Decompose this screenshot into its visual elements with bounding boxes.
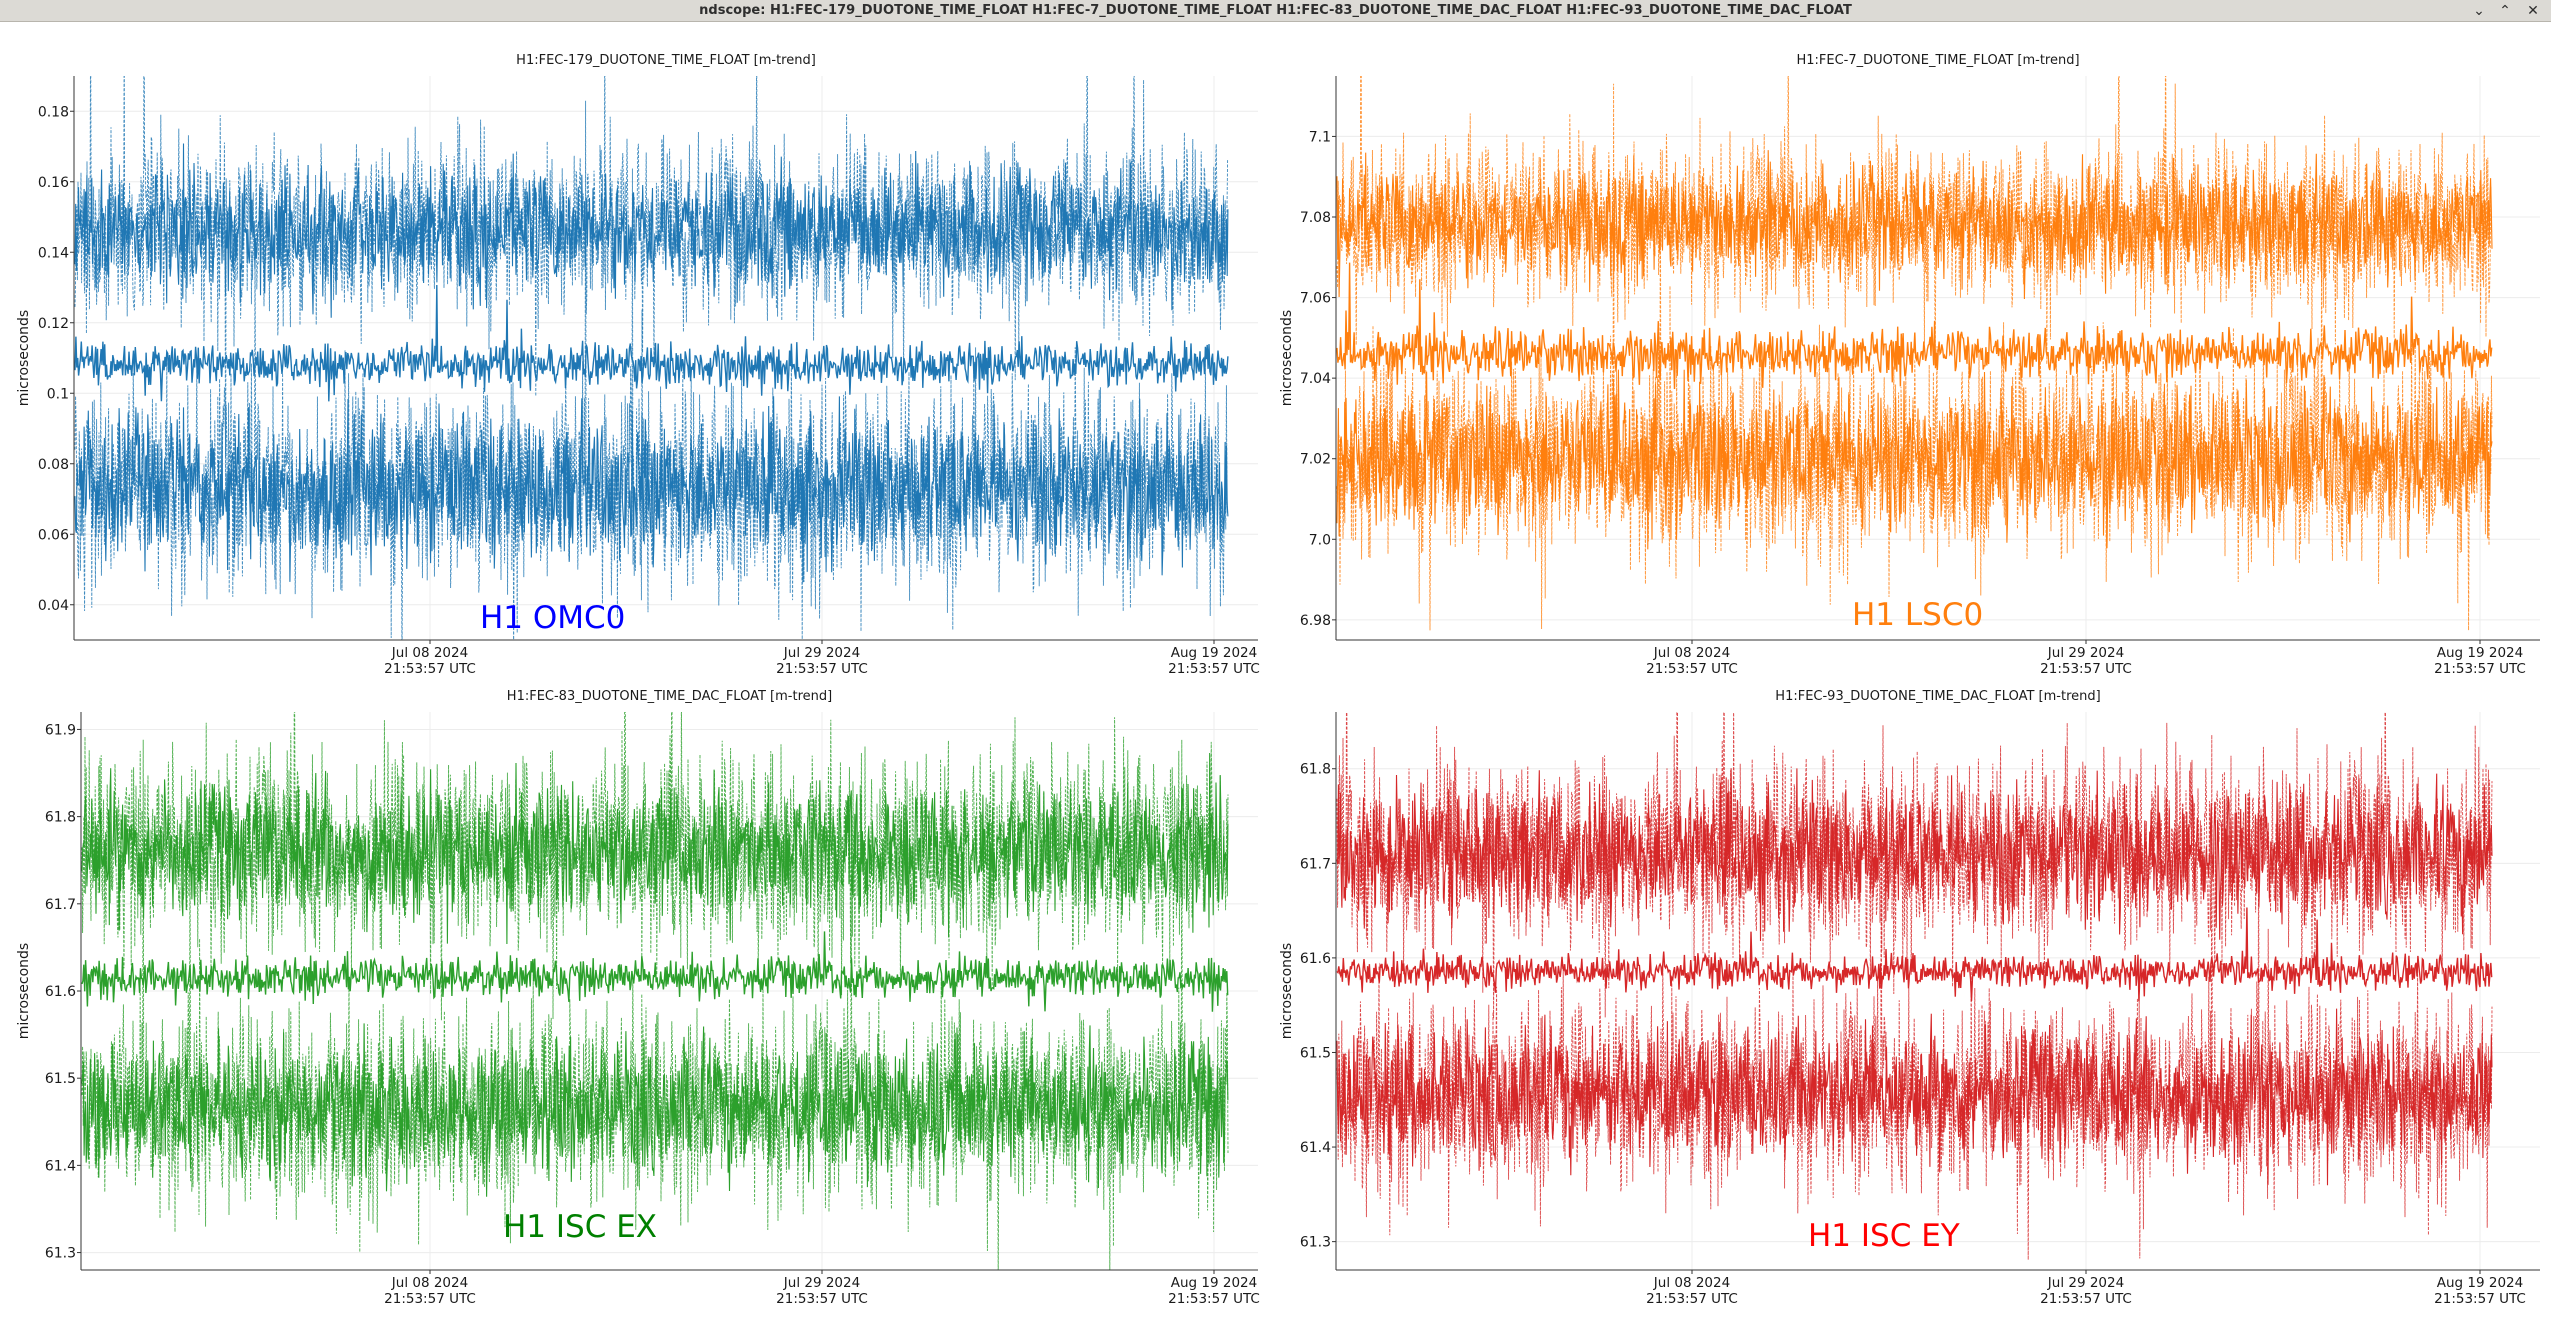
y-axis-label: microseconds bbox=[16, 943, 32, 1039]
series-mean bbox=[74, 284, 1229, 402]
series-max-core bbox=[74, 143, 1229, 318]
y-tick-label: 61.6 bbox=[1300, 951, 1331, 967]
x-tick-time: 21:53:57 UTC bbox=[1168, 661, 1260, 677]
y-tick-label: 0.06 bbox=[38, 527, 69, 543]
y-axis-label: microseconds bbox=[16, 310, 32, 406]
window-title: ndscope: H1:FEC-179_DUOTONE_TIME_FLOAT H… bbox=[699, 3, 1852, 18]
channel-annotation: H1 OMC0 bbox=[480, 600, 625, 636]
y-tick-label: 61.8 bbox=[45, 810, 76, 826]
y-tick-label: 0.16 bbox=[38, 175, 69, 191]
chart-panel-3[interactable]: H1:FEC-83_DUOTONE_TIME_DAC_FLOAT [m-tren… bbox=[16, 483, 1260, 1307]
channel-annotation: H1 LSC0 bbox=[1852, 597, 1983, 633]
y-tick-label: 0.04 bbox=[38, 598, 69, 614]
y-tick-label: 61.5 bbox=[45, 1071, 76, 1087]
x-tick-date: Jul 08 2024 bbox=[391, 645, 468, 661]
x-tick-time: 21:53:57 UTC bbox=[1646, 661, 1738, 677]
y-tick-label: 61.7 bbox=[1300, 856, 1331, 872]
y-tick-label: 7.1 bbox=[1309, 129, 1331, 145]
y-tick-label: 0.18 bbox=[38, 104, 69, 120]
chart-title: H1:FEC-179_DUOTONE_TIME_FLOAT [m-trend] bbox=[516, 53, 816, 68]
x-tick-time: 21:53:57 UTC bbox=[2040, 661, 2132, 677]
y-tick-label: 7.02 bbox=[1300, 452, 1331, 468]
series-max-core bbox=[1336, 150, 2493, 300]
series-min-core bbox=[81, 1023, 1229, 1197]
y-tick-label: 61.7 bbox=[45, 897, 76, 913]
x-tick-time: 21:53:57 UTC bbox=[1646, 1291, 1738, 1307]
x-tick-date: Jul 08 2024 bbox=[1653, 1275, 1730, 1291]
chart-title: H1:FEC-93_DUOTONE_TIME_DAC_FLOAT [m-tren… bbox=[1775, 689, 2100, 704]
series-max bbox=[1336, 76, 2493, 366]
y-tick-label: 7.0 bbox=[1309, 532, 1331, 548]
series-mean bbox=[1336, 262, 2493, 390]
x-tick-time: 21:53:57 UTC bbox=[1168, 1291, 1260, 1307]
y-tick-label: 0.1 bbox=[47, 386, 69, 402]
x-tick-time: 21:53:57 UTC bbox=[2040, 1291, 2132, 1307]
x-tick-date: Aug 19 2024 bbox=[1171, 645, 1257, 661]
series-max-core bbox=[81, 752, 1229, 945]
y-tick-label: 7.06 bbox=[1300, 291, 1331, 307]
x-tick-time: 21:53:57 UTC bbox=[2434, 1291, 2526, 1307]
y-tick-label: 0.14 bbox=[38, 245, 69, 261]
window-titlebar: ndscope: H1:FEC-179_DUOTONE_TIME_FLOAT H… bbox=[0, 0, 2551, 22]
x-tick-date: Aug 19 2024 bbox=[1171, 1275, 1257, 1291]
chart-panel-1[interactable]: H1:FEC-179_DUOTONE_TIME_FLOAT [m-trend] 0… bbox=[16, 0, 1260, 677]
y-axis-label: microseconds bbox=[1279, 943, 1295, 1039]
chart-title: H1:FEC-83_DUOTONE_TIME_DAC_FLOAT [m-tren… bbox=[507, 689, 832, 704]
x-tick-time: 21:53:57 UTC bbox=[384, 1291, 476, 1307]
series-max bbox=[81, 712, 1229, 1021]
y-tick-label: 7.04 bbox=[1300, 371, 1331, 387]
x-tick-date: Jul 29 2024 bbox=[2047, 645, 2124, 661]
x-tick-date: Jul 29 2024 bbox=[783, 645, 860, 661]
series-min bbox=[1336, 83, 2493, 631]
y-tick-label: 61.4 bbox=[45, 1158, 76, 1174]
series-mean bbox=[1336, 907, 2493, 1002]
y-tick-label: 61.3 bbox=[45, 1246, 76, 1262]
series-max-core bbox=[1336, 768, 2493, 942]
minimize-button[interactable]: ⌄ bbox=[2473, 3, 2485, 19]
series-min-core bbox=[74, 396, 1229, 583]
y-tick-label: 61.6 bbox=[45, 984, 76, 1000]
x-tick-time: 21:53:57 UTC bbox=[776, 1291, 868, 1307]
chart-title: H1:FEC-7_DUOTONE_TIME_FLOAT [m-trend] bbox=[1796, 53, 2079, 68]
chart-panel-4[interactable]: H1:FEC-93_DUOTONE_TIME_DAC_FLOAT [m-tren… bbox=[1279, 494, 2540, 1307]
channel-annotation: H1 ISC EY bbox=[1808, 1218, 1960, 1254]
y-tick-label: 0.12 bbox=[38, 316, 69, 332]
x-tick-date: Jul 29 2024 bbox=[783, 1275, 860, 1291]
y-tick-label: 0.08 bbox=[38, 457, 69, 473]
y-tick-label: 61.5 bbox=[1300, 1045, 1331, 1061]
series-mean bbox=[81, 931, 1229, 1012]
chart-panel-2[interactable]: H1:FEC-7_DUOTONE_TIME_FLOAT [m-trend] 6.9… bbox=[1279, 0, 2540, 677]
y-tick-label: 6.98 bbox=[1300, 613, 1331, 629]
series-min-core bbox=[1336, 369, 2493, 550]
x-tick-date: Aug 19 2024 bbox=[2437, 1275, 2523, 1291]
x-tick-date: Jul 08 2024 bbox=[391, 1275, 468, 1291]
x-tick-date: Aug 19 2024 bbox=[2437, 645, 2523, 661]
series-min-core bbox=[1336, 1008, 2493, 1186]
y-tick-label: 7.08 bbox=[1300, 210, 1331, 226]
y-axis-label: microseconds bbox=[1279, 310, 1295, 406]
y-tick-label: 61.4 bbox=[1300, 1140, 1331, 1156]
x-tick-date: Jul 29 2024 bbox=[2047, 1275, 2124, 1291]
window-bottom-edge bbox=[0, 1306, 2551, 1322]
x-tick-date: Jul 08 2024 bbox=[1653, 645, 1730, 661]
maximize-button[interactable]: ⌃ bbox=[2499, 3, 2511, 19]
series-max bbox=[1336, 712, 2493, 1019]
series-min bbox=[81, 739, 1229, 1270]
close-button[interactable]: ✕ bbox=[2527, 3, 2539, 19]
channel-annotation: H1 ISC EX bbox=[503, 1209, 657, 1245]
y-tick-label: 61.9 bbox=[45, 722, 76, 738]
x-tick-time: 21:53:57 UTC bbox=[776, 661, 868, 677]
x-tick-time: 21:53:57 UTC bbox=[2434, 661, 2526, 677]
y-tick-label: 61.8 bbox=[1300, 762, 1331, 778]
y-tick-label: 61.3 bbox=[1300, 1235, 1331, 1251]
x-tick-time: 21:53:57 UTC bbox=[384, 661, 476, 677]
